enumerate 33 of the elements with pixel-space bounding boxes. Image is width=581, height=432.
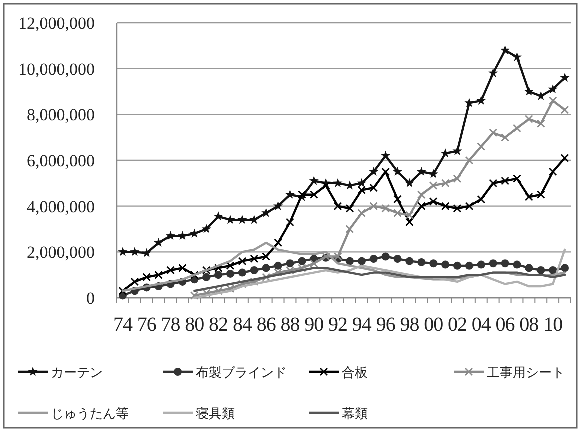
y-tick-label: 4,000,000 [27,197,95,216]
x-tick-label: 84 [232,314,252,336]
x-tick-label: 98 [400,314,420,336]
legend-label: 幕類 [342,407,368,422]
x-tick-label: 90 [304,314,324,336]
x-tick-label: 92 [328,314,348,336]
legend-label: 布製ブラインド [196,366,287,381]
x-tick-label: 02 [448,314,467,336]
legend-label: カーテン [51,366,103,381]
y-tick-label: 2,000,000 [27,243,95,262]
x-tick-label: 86 [256,314,276,336]
x-tick-label: 10 [544,314,564,336]
x-tick-label: 96 [376,314,396,336]
x-tick-label: 04 [472,314,492,336]
x-tick-label: 94 [352,314,372,336]
x-tick-label: 82 [209,314,228,336]
x-tick-label: 80 [185,314,205,336]
x-tick-label: 00 [424,314,444,336]
y-tick-label: 10,000,000 [18,60,95,79]
x-tick-label: 08 [520,314,540,336]
x-tick-label: 74 [113,314,133,336]
legend-label: 工事用シート [487,366,565,381]
y-tick-label: 8,000,000 [27,106,95,125]
x-tick-label: 06 [496,314,516,336]
legend-label: 寝具類 [196,407,235,422]
y-tick-label: 0 [86,289,95,308]
y-tick-label: 12,000,000 [18,14,95,33]
legend-label: 合板 [342,366,368,381]
legend-label: じゅうたん等 [51,407,129,422]
x-tick-label: 76 [137,314,157,336]
x-tick-label: 88 [280,314,300,336]
x-tick-label: 78 [161,314,181,336]
y-tick-label: 6,000,000 [27,152,95,170]
